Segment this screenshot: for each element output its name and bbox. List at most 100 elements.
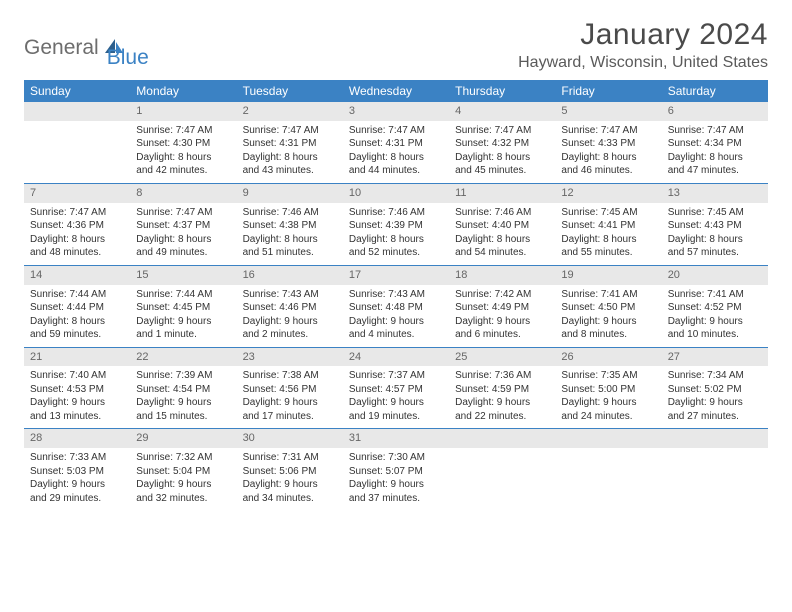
daylight: Daylight: 9 hours and 8 minutes. bbox=[561, 315, 655, 342]
day-cell: 30Sunrise: 7:31 AMSunset: 5:06 PMDayligh… bbox=[237, 429, 343, 510]
day-number: 30 bbox=[237, 429, 343, 448]
header: General Blue January 2024 Hayward, Wisco… bbox=[24, 18, 768, 72]
sunset: Sunset: 4:38 PM bbox=[243, 219, 337, 233]
day-number: 21 bbox=[24, 348, 130, 367]
sunrise: Sunrise: 7:33 AM bbox=[30, 451, 124, 465]
day-number: 25 bbox=[449, 348, 555, 367]
day-number: 23 bbox=[237, 348, 343, 367]
day-body: Sunrise: 7:46 AMSunset: 4:40 PMDaylight:… bbox=[449, 203, 555, 265]
day-cell: 22Sunrise: 7:39 AMSunset: 4:54 PMDayligh… bbox=[130, 348, 236, 429]
sunrise: Sunrise: 7:30 AM bbox=[349, 451, 443, 465]
sunrise: Sunrise: 7:47 AM bbox=[136, 124, 230, 138]
day-cell: 26Sunrise: 7:35 AMSunset: 5:00 PMDayligh… bbox=[555, 348, 661, 429]
daylight: Daylight: 9 hours and 13 minutes. bbox=[30, 396, 124, 423]
sunset: Sunset: 5:07 PM bbox=[349, 465, 443, 479]
day-cell: 11Sunrise: 7:46 AMSunset: 4:40 PMDayligh… bbox=[449, 184, 555, 265]
day-cell: 20Sunrise: 7:41 AMSunset: 4:52 PMDayligh… bbox=[662, 266, 768, 347]
day-cell: 19Sunrise: 7:41 AMSunset: 4:50 PMDayligh… bbox=[555, 266, 661, 347]
day-cell: 18Sunrise: 7:42 AMSunset: 4:49 PMDayligh… bbox=[449, 266, 555, 347]
sunrise: Sunrise: 7:47 AM bbox=[349, 124, 443, 138]
sunset: Sunset: 4:48 PM bbox=[349, 301, 443, 315]
day-body: Sunrise: 7:36 AMSunset: 4:59 PMDaylight:… bbox=[449, 366, 555, 428]
weeks-container: 1Sunrise: 7:47 AMSunset: 4:30 PMDaylight… bbox=[24, 102, 768, 510]
sunset: Sunset: 4:32 PM bbox=[455, 137, 549, 151]
day-cell: 10Sunrise: 7:46 AMSunset: 4:39 PMDayligh… bbox=[343, 184, 449, 265]
sunrise: Sunrise: 7:41 AM bbox=[561, 288, 655, 302]
sunset: Sunset: 4:33 PM bbox=[561, 137, 655, 151]
weekday-header: Sunday bbox=[24, 80, 130, 102]
day-number: 24 bbox=[343, 348, 449, 367]
daylight: Daylight: 9 hours and 32 minutes. bbox=[136, 478, 230, 505]
weekday-header: Thursday bbox=[449, 80, 555, 102]
daylight: Daylight: 9 hours and 37 minutes. bbox=[349, 478, 443, 505]
daylight: Daylight: 9 hours and 10 minutes. bbox=[668, 315, 762, 342]
sunset: Sunset: 5:06 PM bbox=[243, 465, 337, 479]
weekday-header: Wednesday bbox=[343, 80, 449, 102]
sunrise: Sunrise: 7:36 AM bbox=[455, 369, 549, 383]
sunset: Sunset: 4:40 PM bbox=[455, 219, 549, 233]
sunset: Sunset: 5:03 PM bbox=[30, 465, 124, 479]
sunset: Sunset: 4:52 PM bbox=[668, 301, 762, 315]
day-cell: 28Sunrise: 7:33 AMSunset: 5:03 PMDayligh… bbox=[24, 429, 130, 510]
day-cell: 16Sunrise: 7:43 AMSunset: 4:46 PMDayligh… bbox=[237, 266, 343, 347]
sunrise: Sunrise: 7:46 AM bbox=[243, 206, 337, 220]
daylight: Daylight: 9 hours and 24 minutes. bbox=[561, 396, 655, 423]
day-number bbox=[449, 429, 555, 448]
day-body: Sunrise: 7:41 AMSunset: 4:52 PMDaylight:… bbox=[662, 285, 768, 347]
sunrise: Sunrise: 7:46 AM bbox=[455, 206, 549, 220]
sunrise: Sunrise: 7:35 AM bbox=[561, 369, 655, 383]
day-body: Sunrise: 7:47 AMSunset: 4:34 PMDaylight:… bbox=[662, 121, 768, 183]
daylight: Daylight: 8 hours and 57 minutes. bbox=[668, 233, 762, 260]
sunset: Sunset: 4:56 PM bbox=[243, 383, 337, 397]
day-cell: 23Sunrise: 7:38 AMSunset: 4:56 PMDayligh… bbox=[237, 348, 343, 429]
location: Hayward, Wisconsin, United States bbox=[518, 54, 768, 72]
logo-text-blue: Blue bbox=[107, 46, 149, 70]
day-number: 9 bbox=[237, 184, 343, 203]
sunrise: Sunrise: 7:32 AM bbox=[136, 451, 230, 465]
daylight: Daylight: 8 hours and 46 minutes. bbox=[561, 151, 655, 178]
sunset: Sunset: 5:02 PM bbox=[668, 383, 762, 397]
day-cell bbox=[662, 429, 768, 510]
day-cell: 14Sunrise: 7:44 AMSunset: 4:44 PMDayligh… bbox=[24, 266, 130, 347]
day-body: Sunrise: 7:47 AMSunset: 4:36 PMDaylight:… bbox=[24, 203, 130, 265]
sunset: Sunset: 4:59 PM bbox=[455, 383, 549, 397]
day-body: Sunrise: 7:47 AMSunset: 4:31 PMDaylight:… bbox=[343, 121, 449, 183]
sunrise: Sunrise: 7:44 AM bbox=[136, 288, 230, 302]
day-cell: 13Sunrise: 7:45 AMSunset: 4:43 PMDayligh… bbox=[662, 184, 768, 265]
sunset: Sunset: 4:30 PM bbox=[136, 137, 230, 151]
sunrise: Sunrise: 7:46 AM bbox=[349, 206, 443, 220]
daylight: Daylight: 9 hours and 15 minutes. bbox=[136, 396, 230, 423]
day-cell: 24Sunrise: 7:37 AMSunset: 4:57 PMDayligh… bbox=[343, 348, 449, 429]
daylight: Daylight: 9 hours and 1 minute. bbox=[136, 315, 230, 342]
daylight: Daylight: 8 hours and 52 minutes. bbox=[349, 233, 443, 260]
sunrise: Sunrise: 7:40 AM bbox=[30, 369, 124, 383]
day-number: 29 bbox=[130, 429, 236, 448]
logo-text-general: General bbox=[24, 36, 99, 60]
day-number: 27 bbox=[662, 348, 768, 367]
day-body: Sunrise: 7:31 AMSunset: 5:06 PMDaylight:… bbox=[237, 448, 343, 510]
day-cell: 5Sunrise: 7:47 AMSunset: 4:33 PMDaylight… bbox=[555, 102, 661, 183]
day-number: 20 bbox=[662, 266, 768, 285]
day-body: Sunrise: 7:47 AMSunset: 4:32 PMDaylight:… bbox=[449, 121, 555, 183]
sunrise: Sunrise: 7:47 AM bbox=[561, 124, 655, 138]
day-number: 17 bbox=[343, 266, 449, 285]
day-cell: 7Sunrise: 7:47 AMSunset: 4:36 PMDaylight… bbox=[24, 184, 130, 265]
sunset: Sunset: 4:31 PM bbox=[243, 137, 337, 151]
day-body: Sunrise: 7:47 AMSunset: 4:33 PMDaylight:… bbox=[555, 121, 661, 183]
sunrise: Sunrise: 7:45 AM bbox=[668, 206, 762, 220]
day-number: 1 bbox=[130, 102, 236, 121]
week-row: 14Sunrise: 7:44 AMSunset: 4:44 PMDayligh… bbox=[24, 265, 768, 347]
daylight: Daylight: 8 hours and 44 minutes. bbox=[349, 151, 443, 178]
day-body: Sunrise: 7:32 AMSunset: 5:04 PMDaylight:… bbox=[130, 448, 236, 510]
sunset: Sunset: 4:57 PM bbox=[349, 383, 443, 397]
day-number: 12 bbox=[555, 184, 661, 203]
day-cell: 1Sunrise: 7:47 AMSunset: 4:30 PMDaylight… bbox=[130, 102, 236, 183]
day-body: Sunrise: 7:47 AMSunset: 4:30 PMDaylight:… bbox=[130, 121, 236, 183]
daylight: Daylight: 9 hours and 34 minutes. bbox=[243, 478, 337, 505]
weekday-header-row: SundayMondayTuesdayWednesdayThursdayFrid… bbox=[24, 80, 768, 102]
daylight: Daylight: 9 hours and 17 minutes. bbox=[243, 396, 337, 423]
day-cell: 25Sunrise: 7:36 AMSunset: 4:59 PMDayligh… bbox=[449, 348, 555, 429]
sunrise: Sunrise: 7:34 AM bbox=[668, 369, 762, 383]
day-cell: 2Sunrise: 7:47 AMSunset: 4:31 PMDaylight… bbox=[237, 102, 343, 183]
daylight: Daylight: 9 hours and 27 minutes. bbox=[668, 396, 762, 423]
